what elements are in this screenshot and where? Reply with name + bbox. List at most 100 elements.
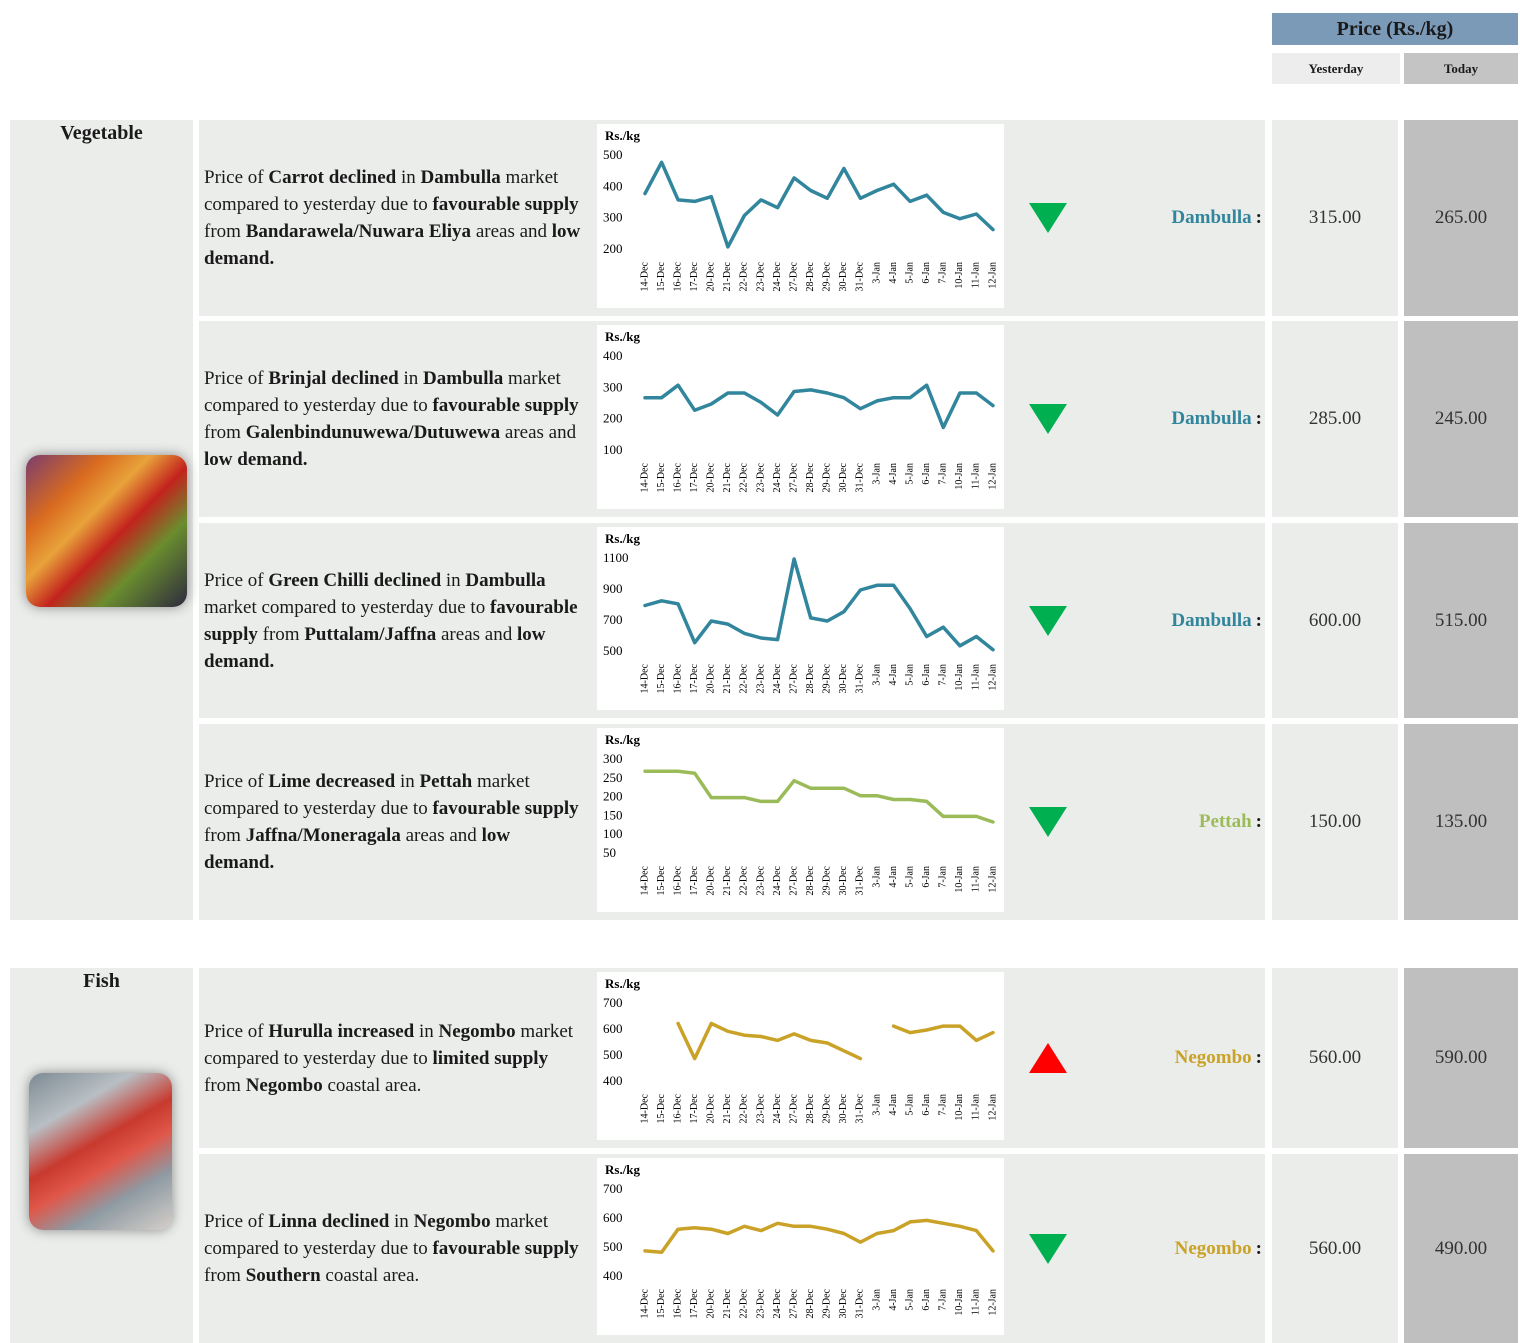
x-tick-label: 14-Dec	[639, 261, 650, 291]
description-segment: Green Chilli declined	[268, 570, 441, 591]
x-tick-label: 3-Jan	[871, 664, 882, 686]
arrow-down	[1029, 1234, 1067, 1264]
x-tick-label: 7-Jan	[938, 664, 949, 686]
x-tick-label: 6-Jan	[921, 463, 932, 485]
x-tick-label: 10-Jan	[954, 664, 965, 691]
trend-arrow	[1028, 604, 1068, 638]
price-header: Price (Rs./kg)	[1272, 13, 1518, 45]
trend-arrow	[1028, 805, 1068, 839]
description-segment: favourable supply	[432, 1238, 578, 1259]
x-tick-label: 4-Jan	[888, 664, 899, 686]
y-tick-label: 900	[603, 581, 623, 596]
x-tick-label: 17-Dec	[689, 1093, 700, 1123]
y-tick-label: 1100	[603, 550, 629, 565]
y-axis-label: Rs./kg	[605, 732, 641, 747]
x-tick-label: 21-Dec	[722, 663, 733, 693]
y-tick-label: 500	[603, 643, 623, 658]
y-axis-label: Rs./kg	[605, 128, 641, 143]
description-segment: from	[204, 221, 246, 242]
y-axis-label: Rs./kg	[605, 976, 641, 991]
price-line	[645, 1220, 993, 1252]
x-tick-label: 23-Dec	[755, 1288, 766, 1318]
x-tick-label: 21-Dec	[722, 261, 733, 291]
x-tick-label: 21-Dec	[722, 462, 733, 492]
x-tick-label: 7-Jan	[938, 1094, 949, 1116]
x-tick-label: 10-Jan	[954, 1289, 965, 1316]
description-segment: areas and	[401, 825, 482, 846]
x-tick-label: 16-Dec	[672, 865, 683, 895]
description-segment: in	[399, 368, 423, 389]
x-tick-label: 24-Dec	[772, 1288, 783, 1318]
market-label: Pettah:	[1080, 724, 1262, 920]
description-segment: areas and	[471, 221, 552, 242]
description-text: Price of Hurulla increased in Negombo ma…	[204, 1018, 584, 1099]
y-tick-label: 50	[603, 845, 616, 860]
x-tick-label: 3-Jan	[871, 866, 882, 888]
market-name: Negombo	[1175, 1238, 1252, 1260]
x-tick-label: 24-Dec	[772, 663, 783, 693]
x-tick-label: 20-Dec	[706, 1093, 717, 1123]
x-tick-label: 20-Dec	[706, 261, 717, 291]
line-chart: Rs./kg500700900110014-Dec15-Dec16-Dec17-…	[597, 527, 1004, 710]
trend-arrow	[1028, 201, 1068, 235]
description: Price of Brinjal declined in Dambulla ma…	[204, 321, 584, 517]
line-chart: Rs./kg40050060070014-Dec15-Dec16-Dec17-D…	[597, 1158, 1004, 1335]
x-tick-label: 7-Jan	[938, 1289, 949, 1311]
x-tick-label: 5-Jan	[904, 866, 915, 888]
y-tick-label: 300	[603, 751, 623, 766]
yesterday-price: 560.00	[1272, 1154, 1398, 1343]
description-segment: Pettah	[419, 771, 472, 792]
market-label: Negombo:	[1080, 1154, 1262, 1343]
description-segment: favourable supply	[432, 798, 578, 819]
y-tick-label: 150	[603, 807, 623, 822]
fish-image	[29, 1073, 172, 1230]
description-segment: areas and	[436, 624, 517, 645]
y-tick-label: 200	[603, 789, 623, 804]
description-segment: in	[396, 167, 420, 188]
x-tick-label: 29-Dec	[822, 1288, 833, 1318]
y-tick-label: 500	[603, 1047, 623, 1062]
description-segment: Bandarawela/Nuwara Eliya	[246, 221, 471, 242]
description-segment: favourable supply	[432, 194, 578, 215]
y-tick-label: 600	[603, 1210, 623, 1225]
description-segment: Negombo	[246, 1075, 323, 1096]
x-tick-label: 31-Dec	[855, 261, 866, 291]
trend-arrow	[1028, 402, 1068, 436]
x-tick-label: 15-Dec	[656, 663, 667, 693]
x-tick-label: 22-Dec	[739, 663, 750, 693]
x-tick-label: 31-Dec	[855, 865, 866, 895]
x-tick-label: 21-Dec	[722, 865, 733, 895]
description-text: Price of Carrot declined in Dambulla mar…	[204, 164, 584, 272]
x-tick-label: 20-Dec	[706, 1288, 717, 1318]
x-tick-label: 5-Jan	[904, 664, 915, 686]
description-segment: Price of	[204, 570, 268, 591]
x-tick-label: 14-Dec	[639, 462, 650, 492]
y-tick-label: 250	[603, 770, 623, 785]
x-tick-label: 15-Dec	[656, 865, 667, 895]
description-segment: from	[258, 624, 304, 645]
description-segment: coastal area.	[323, 1075, 422, 1096]
x-tick-label: 21-Dec	[722, 1288, 733, 1318]
description: Price of Linna declined in Negombo marke…	[204, 1154, 584, 1343]
description-segment: Negombo	[414, 1211, 491, 1232]
x-tick-label: 7-Jan	[938, 262, 949, 284]
x-tick-label: 16-Dec	[672, 462, 683, 492]
market-colon: :	[1256, 811, 1262, 833]
arrow-down	[1029, 807, 1067, 837]
x-tick-label: 4-Jan	[888, 463, 899, 485]
x-tick-label: 3-Jan	[871, 463, 882, 485]
description-segment: in	[389, 1211, 413, 1232]
y-tick-label: 400	[603, 1268, 623, 1283]
x-tick-label: 23-Dec	[755, 1093, 766, 1123]
x-tick-label: 22-Dec	[739, 865, 750, 895]
x-tick-label: 11-Jan	[971, 1289, 982, 1315]
page: Price (Rs./kg) Yesterday Today (() => { …	[0, 0, 1520, 1343]
x-tick-label: 10-Jan	[954, 463, 965, 490]
x-tick-label: 16-Dec	[672, 663, 683, 693]
category-name: Vegetable	[10, 122, 193, 145]
x-tick-label: 17-Dec	[689, 462, 700, 492]
x-tick-label: 23-Dec	[755, 261, 766, 291]
description-segment: Jaffna/Moneragala	[246, 825, 401, 846]
market-name: Dambulla	[1171, 207, 1251, 229]
x-tick-label: 31-Dec	[855, 663, 866, 693]
